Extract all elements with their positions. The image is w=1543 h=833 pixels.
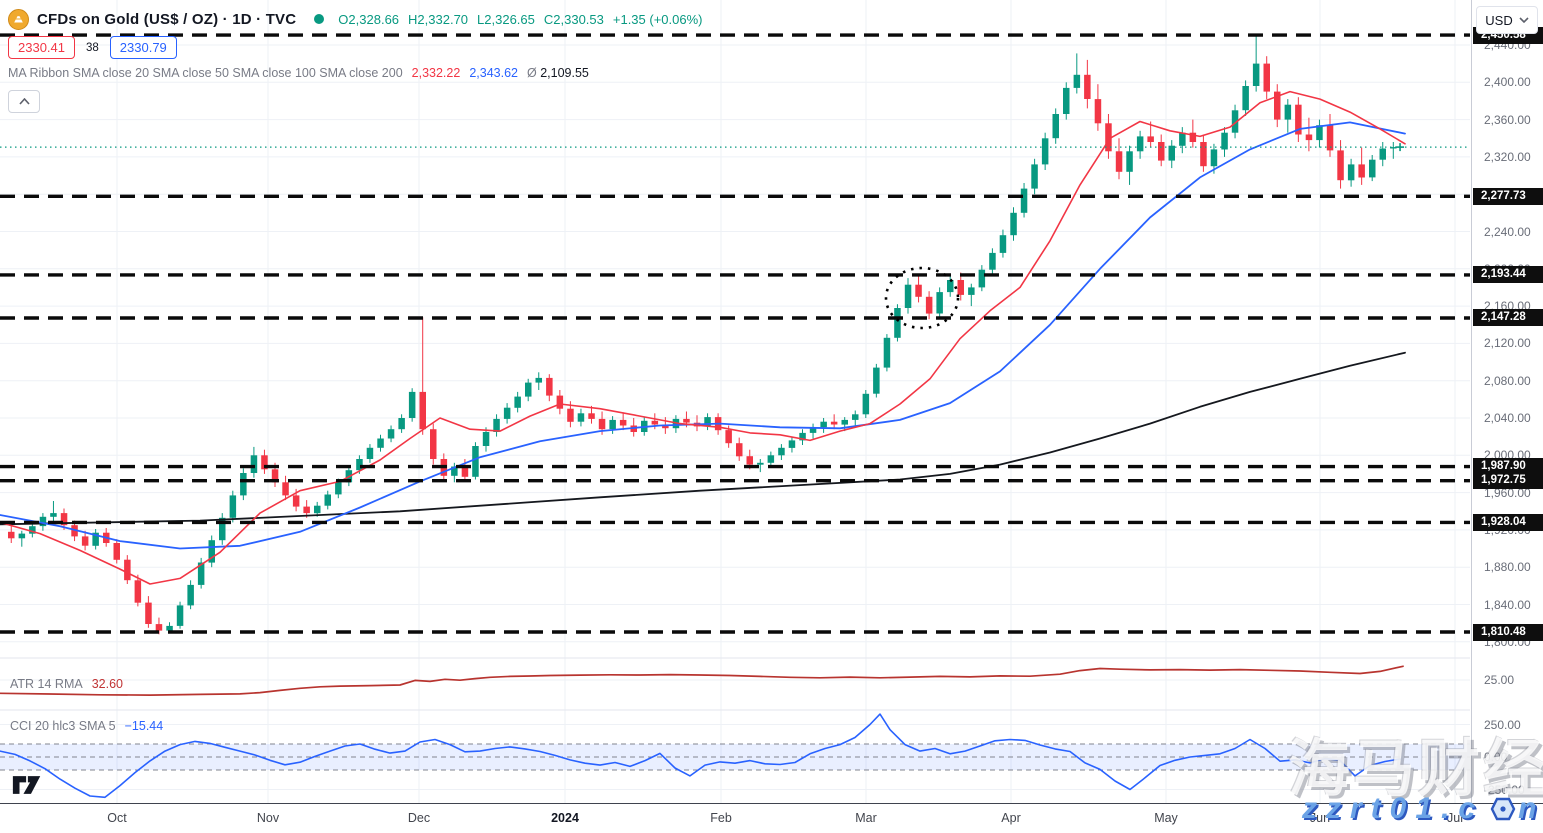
time-axis-label: Jun <box>1309 811 1331 825</box>
price-tick-label: 2,120.00 <box>1484 336 1531 351</box>
cci-tick-label: -250.00 <box>1484 782 1525 797</box>
sma50-line <box>0 121 1406 550</box>
currency-label: USD <box>1485 12 1513 28</box>
price-tick-label: 2,240.00 <box>1484 224 1531 239</box>
ma50-value: 2,343.62 <box>469 66 518 80</box>
red-level-box[interactable]: 2330.41 <box>8 36 75 59</box>
price-tick-label: 2,040.00 <box>1484 411 1531 425</box>
atr-label: ATR 14 RMA <box>10 677 83 691</box>
atr-value: 32.60 <box>91 677 123 691</box>
change-value: +1.35 (+0.06%) <box>612 11 703 27</box>
time-axis[interactable]: Oct Nov Dec 2024 Feb Mar Apr May Jun Jul <box>0 803 1543 833</box>
market-status-dot[interactable] <box>314 14 325 24</box>
atr-tick-label: 25.00 <box>1484 673 1515 687</box>
chevron-up-icon <box>18 98 30 105</box>
price-axis[interactable]: 2,440.002,400.002,360.002,320.002,280.00… <box>1471 0 1543 803</box>
ma-ribbon-legend[interactable]: MA Ribbon SMA close 20 SMA close 50 SMA … <box>8 66 589 80</box>
chevron-down-icon <box>1519 17 1529 23</box>
time-axis-label: Oct <box>107 811 127 825</box>
currency-dropdown[interactable]: USD <box>1476 6 1538 34</box>
tradingview-logo[interactable] <box>12 773 42 797</box>
atr-legend[interactable]: ATR 14 RMA 32.60 <box>10 677 123 691</box>
price-level-badge: 2,277.73 <box>1473 187 1543 205</box>
ma20-value: 2,332.22 <box>411 66 461 80</box>
ma-ribbon-label: MA Ribbon SMA close 20 SMA close 50 SMA … <box>8 66 403 80</box>
time-axis-label: May <box>1154 811 1178 825</box>
time-axis-label: Jul <box>1447 811 1463 825</box>
price-tick-label: 2,400.00 <box>1484 75 1531 90</box>
cci-line <box>0 713 1401 799</box>
time-axis-label: Feb <box>710 811 732 825</box>
price-tick-label: 2,080.00 <box>1484 373 1531 388</box>
cci-legend[interactable]: CCI 20 hlc3 SMA 5 −15.44 <box>10 719 163 733</box>
sma200-line <box>0 351 1406 526</box>
price-tick-label: 1,840.00 <box>1484 597 1531 612</box>
grid-lines <box>0 0 1470 803</box>
cci-tick-label: 250.00 <box>1484 717 1521 732</box>
cci-label: CCI 20 hlc3 SMA 5 <box>10 719 116 733</box>
annotation-ellipse <box>884 266 960 330</box>
time-axis-label: 2024 <box>551 811 579 825</box>
price-level-badge: 2,193.44 <box>1473 266 1543 284</box>
ohlc-values: O2,328.66 H2,332.70 L2,326.65 C2,330.53 … <box>338 11 703 27</box>
price-tick-label: 2,320.00 <box>1484 149 1531 164</box>
price-tick-label: 1,880.00 <box>1484 560 1531 575</box>
time-axis-label: Nov <box>256 811 280 825</box>
price-level-badge: 1,987.90 <box>1473 458 1543 476</box>
time-axis-label: Mar <box>855 811 877 825</box>
avg-sign: Ø <box>527 66 537 80</box>
price-level-labels: 2330.41 38 2330.79 <box>8 36 177 59</box>
chart-header: CFDs on Gold (US$ / OZ) · 1D · TVC O2,32… <box>8 7 703 31</box>
cci-value: −15.44 <box>124 719 164 733</box>
symbol-title[interactable]: CFDs on Gold (US$ / OZ) · 1D · TVC <box>37 10 297 28</box>
atr-line <box>0 665 1404 696</box>
gold-symbol-icon <box>8 8 29 30</box>
avg-value: 2,109.55 <box>540 66 589 80</box>
level-lines <box>0 33 1470 634</box>
time-axis-label: Dec <box>407 811 431 825</box>
price-level-badge: 1,928.04 <box>1473 513 1543 531</box>
price-level-badge: 1,810.48 <box>1473 623 1543 641</box>
time-axis-label: Apr <box>1001 811 1021 825</box>
candles <box>8 33 1397 635</box>
sma20-line <box>0 90 1406 585</box>
price-tick-label: 2,360.00 <box>1484 112 1531 127</box>
collapse-legend-button[interactable] <box>8 90 40 113</box>
level-mid-value: 38 <box>86 41 99 54</box>
cci-tick-label: 0.00 <box>1484 750 1508 764</box>
blue-level-box[interactable]: 2330.79 <box>109 36 177 59</box>
price-level-badge: 2,147.28 <box>1473 309 1543 327</box>
price-level-badge: 1,972.75 <box>1473 472 1543 490</box>
